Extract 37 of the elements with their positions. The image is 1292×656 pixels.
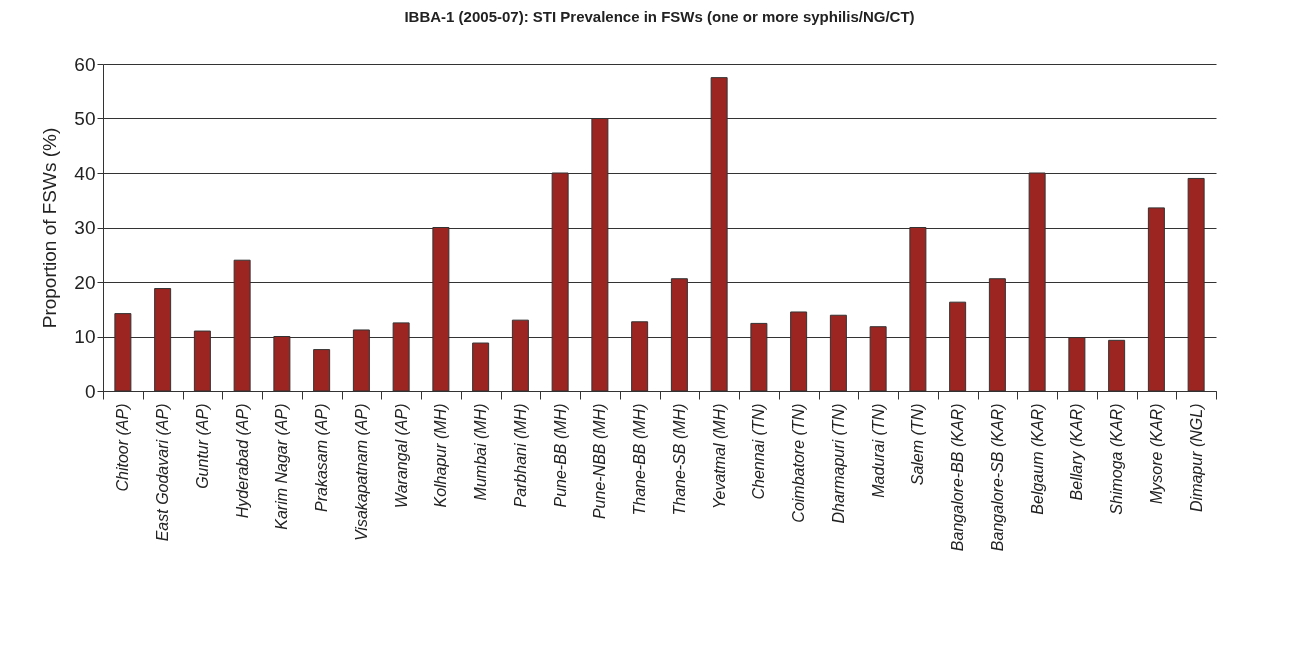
x-tick-label: Yevatmal (MH) [710,403,728,510]
y-tick-label: 50 [74,108,96,129]
x-tick-label: Mumbai (MH) [472,403,490,501]
x-tick-label: Bangalore-BB (KAR) [949,403,967,552]
x-tick-label: Pune-NBB (MH) [591,403,609,520]
chart-title: IBBA-1 (2005-07): STI Prevalence in FSWs (one or more syphilis/NG/CT) [404,8,915,25]
y-axis-title: Proportion of FSWs (%) [39,127,61,329]
x-tick-label: Madurai (TN) [869,403,887,498]
x-tick-label: Salem (TN) [909,403,927,486]
y-tick-label: 0 [84,380,96,402]
x-tick-label: Shimoga (KAR) [1108,403,1126,515]
x-tick-label: Chitoor (AP) [114,403,132,492]
x-tick-label: Dharmapuri (TN) [829,403,847,524]
x-tick-label: Karim Nagar (AP) [273,403,291,530]
x-tick-label: Bellary (KAR) [1068,403,1086,501]
x-tick-label: Chennai (TN) [750,403,768,500]
y-tick-label: 20 [74,271,96,293]
x-tick-label: Belgaum (KAR) [1028,403,1046,515]
y-tick-label: 60 [74,53,96,75]
x-tick-label: Pune-BB (MH) [551,403,569,508]
x-tick-label: Thane-BB (MH) [631,403,649,516]
x-tick-label: East Godavari (AP) [154,403,172,542]
y-tick-label: 30 [74,217,96,238]
x-tick-label: Parbhani (MH) [511,403,529,508]
x-tick-label: Warangal (AP) [392,403,410,509]
x-tick-label: Mysore (KAR) [1147,403,1165,504]
x-tick-label: Prakasam (AP) [313,403,331,512]
x-tick-label: Hyderabad (AP) [233,403,251,519]
x-tick-label: Thane-SB (MH) [670,403,688,516]
x-tick-label: Bangalore-SB (KAR) [988,403,1006,552]
x-tick-label: Dimapur (NGL) [1187,403,1205,512]
x-tick-label: Guntur (AP) [193,403,211,489]
x-tick-label: Kolhapur (MH) [432,403,450,508]
x-tick-label: Coimbatore (TN) [790,403,808,523]
y-tick-label: 40 [74,162,96,184]
y-tick-label: 10 [74,326,96,347]
x-tick-label: Visakapatnam (AP) [352,403,370,542]
